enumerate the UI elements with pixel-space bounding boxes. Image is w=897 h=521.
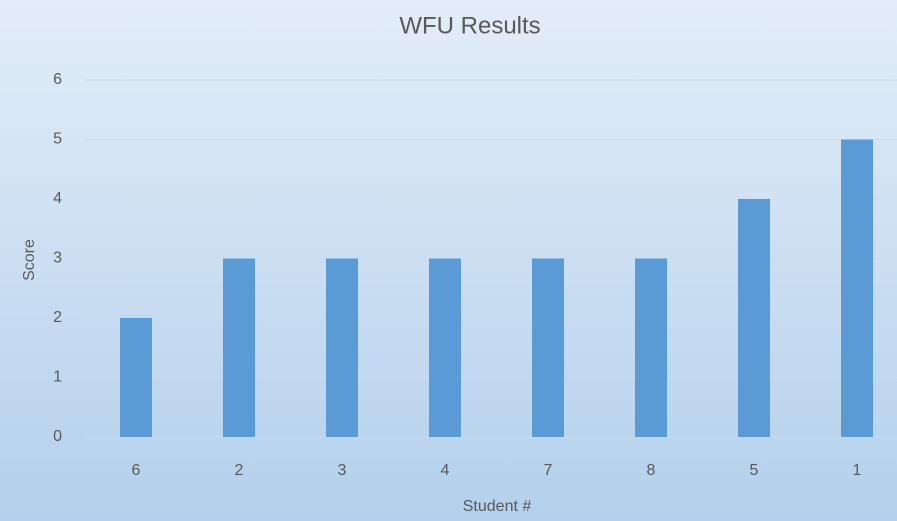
x-tick-label: 8: [647, 462, 656, 479]
chart-title: WFU Results: [399, 12, 540, 39]
y-tick-label: 1: [53, 369, 62, 386]
x-tick-label: 1: [853, 462, 862, 479]
y-axis-label: Score: [21, 239, 38, 281]
bar: [841, 139, 873, 437]
bar: [326, 258, 358, 437]
x-tick-label: 5: [750, 462, 759, 479]
x-tick-label: 3: [338, 462, 347, 479]
x-tick-label: 2: [235, 462, 244, 479]
y-tick-label: 6: [53, 71, 62, 88]
bar: [223, 258, 255, 437]
y-tick-label: 5: [53, 131, 62, 148]
x-tick-label: 7: [544, 462, 553, 479]
bar: [738, 199, 770, 437]
y-tick-label: 2: [53, 309, 62, 326]
y-tick-label: 3: [53, 250, 62, 267]
bar: [635, 258, 667, 437]
x-tick-label: 6: [132, 462, 141, 479]
bar: [532, 258, 564, 437]
x-axis-label: Student #: [463, 498, 532, 515]
x-tick-label: 4: [441, 462, 450, 479]
bar: [429, 258, 461, 437]
y-tick-label: 0: [53, 428, 62, 445]
bar: [120, 318, 152, 437]
y-tick-label: 4: [53, 190, 62, 207]
